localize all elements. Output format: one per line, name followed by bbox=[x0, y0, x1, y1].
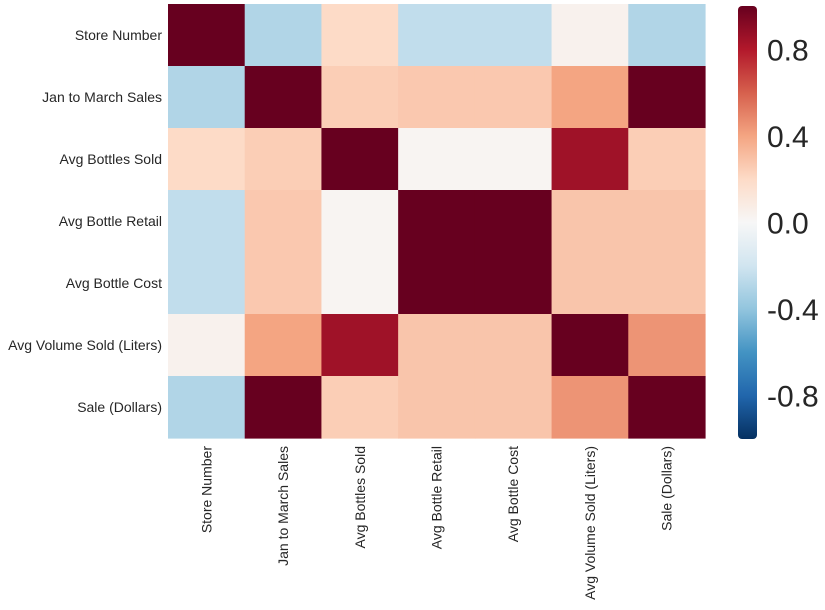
heatmap-cell-3-3 bbox=[398, 190, 476, 253]
heatmap-cell-0-3 bbox=[398, 4, 476, 67]
row-labels: Store Number Jan to March Sales Avg Bottle… bbox=[8, 27, 162, 415]
heatmap-cell-1-4 bbox=[474, 66, 553, 129]
heatmap-cell-5-6 bbox=[628, 314, 706, 377]
heatmap-cell-3-6 bbox=[628, 190, 706, 253]
heatmap-cell-5-0 bbox=[168, 314, 246, 377]
heatmap-cell-0-4 bbox=[474, 4, 553, 67]
column-labels: Store Number Jan to March Sales Avg Bottle… bbox=[198, 446, 674, 600]
colorbar-gradient bbox=[738, 6, 757, 439]
heatmap-cell-5-3 bbox=[398, 314, 476, 377]
heatmap-cell-6-2 bbox=[321, 376, 399, 439]
heatmap-cells bbox=[168, 4, 706, 439]
heatmap-cell-4-6 bbox=[628, 252, 706, 315]
heatmap-cell-6-1 bbox=[244, 376, 323, 439]
colorbar-tick-label: -0.4 bbox=[767, 294, 819, 327]
heatmap-cell-3-1 bbox=[244, 190, 323, 253]
heatmap-cell-2-1 bbox=[244, 128, 323, 191]
heatmap-cell-4-4 bbox=[474, 252, 553, 315]
colorbar-tick-label: -0.8 bbox=[767, 381, 819, 414]
heatmap-cell-0-6 bbox=[628, 4, 706, 67]
heatmap-cell-1-5 bbox=[551, 66, 629, 129]
heatmap-cell-6-4 bbox=[474, 376, 553, 439]
column-label-jan-to-march-sales: Jan to March Sales bbox=[275, 446, 291, 566]
heatmap-cell-2-3 bbox=[398, 128, 476, 191]
heatmap-cell-3-2 bbox=[321, 190, 399, 253]
heatmap-cell-3-5 bbox=[551, 190, 629, 253]
heatmap-cell-4-0 bbox=[168, 252, 246, 315]
heatmap-cell-1-0 bbox=[168, 66, 246, 129]
heatmap-cell-2-4 bbox=[474, 128, 553, 191]
column-label-avg-bottles-sold: Avg Bottles Sold bbox=[352, 446, 368, 548]
column-label-store-number: Store Number bbox=[198, 446, 214, 533]
heatmap-cell-3-4 bbox=[474, 190, 553, 253]
row-label-avg-volume-sold-liters: Avg Volume Sold (Liters) bbox=[8, 337, 162, 353]
heatmap-cell-2-0 bbox=[168, 128, 246, 191]
heatmap-cell-5-1 bbox=[244, 314, 323, 377]
heatmap-cell-3-0 bbox=[168, 190, 246, 253]
heatmap-cell-0-5 bbox=[551, 4, 629, 67]
colorbar: 0.8 0.4 0.0 -0.4 -0.8 bbox=[738, 6, 819, 439]
row-label-jan-to-march-sales: Jan to March Sales bbox=[42, 89, 162, 105]
heatmap-cell-6-5 bbox=[551, 376, 629, 439]
heatmap-cell-4-3 bbox=[398, 252, 476, 315]
heatmap-cell-1-3 bbox=[398, 66, 476, 129]
heatmap-cell-6-0 bbox=[168, 376, 246, 439]
heatmap-cell-2-2 bbox=[321, 128, 399, 191]
row-label-avg-bottle-cost: Avg Bottle Cost bbox=[66, 275, 162, 291]
row-label-avg-bottles-sold: Avg Bottles Sold bbox=[60, 151, 162, 167]
column-label-avg-bottle-retail: Avg Bottle Retail bbox=[428, 446, 444, 549]
heatmap-cell-2-5 bbox=[551, 128, 629, 191]
heatmap-cell-5-4 bbox=[474, 314, 553, 377]
row-label-sale-dollars: Sale (Dollars) bbox=[77, 399, 162, 415]
heatmap-cell-1-2 bbox=[321, 66, 399, 129]
colorbar-tick-label: 0.8 bbox=[767, 34, 809, 67]
heatmap-cell-4-1 bbox=[244, 252, 323, 315]
heatmap-cell-6-3 bbox=[398, 376, 476, 439]
heatmap-cell-4-2 bbox=[321, 252, 399, 315]
heatmap-cell-4-5 bbox=[551, 252, 629, 315]
heatmap-cell-0-2 bbox=[321, 4, 399, 67]
row-label-avg-bottle-retail: Avg Bottle Retail bbox=[59, 213, 162, 229]
heatmap-cell-5-5 bbox=[551, 314, 629, 377]
row-label-store-number: Store Number bbox=[75, 27, 162, 43]
heatmap-cell-0-0 bbox=[168, 4, 246, 67]
heatmap-cell-6-6 bbox=[628, 376, 706, 439]
heatmap-cell-5-2 bbox=[321, 314, 399, 377]
column-label-avg-bottle-cost: Avg Bottle Cost bbox=[505, 446, 521, 542]
heatmap-cell-1-1 bbox=[244, 66, 323, 129]
colorbar-tick-label: 0.0 bbox=[767, 208, 809, 241]
heatmap-cell-0-1 bbox=[244, 4, 323, 67]
column-label-sale-dollars: Sale (Dollars) bbox=[659, 446, 675, 531]
heatmap-cell-1-6 bbox=[628, 66, 706, 129]
colorbar-tick-label: 0.4 bbox=[767, 121, 809, 154]
column-label-avg-volume-sold-liters: Avg Volume Sold (Liters) bbox=[582, 446, 598, 600]
heatmap-cell-2-6 bbox=[628, 128, 706, 191]
